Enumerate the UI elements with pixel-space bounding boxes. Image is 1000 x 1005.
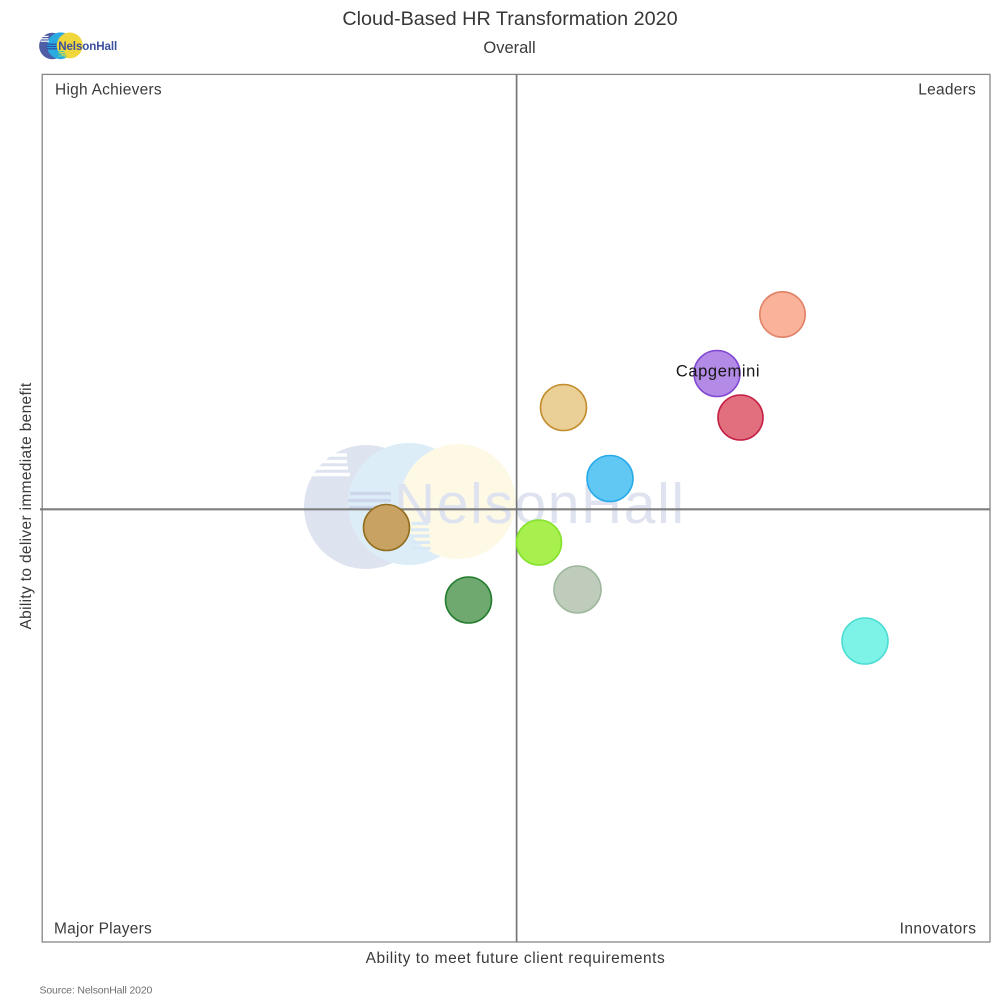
svg-text:Capgemini: Capgemini <box>676 363 760 381</box>
svg-text:Cloud-Based HR Transformation: Cloud-Based HR Transformation 2020 <box>342 8 677 30</box>
svg-text:Major Players: Major Players <box>54 921 152 938</box>
svg-text:Ability to meet future client: Ability to meet future client requiremen… <box>366 950 666 967</box>
svg-text:Source: NelsonHall 2020: Source: NelsonHall 2020 <box>40 985 153 997</box>
svg-text:Ability to deliver immediate b: Ability to deliver immediate benefit <box>18 382 35 629</box>
svg-text:High Achievers: High Achievers <box>55 82 162 99</box>
svg-text:Overall: Overall <box>483 39 535 57</box>
svg-text:Leaders: Leaders <box>918 82 976 99</box>
svg-text:NelsonHall: NelsonHall <box>58 40 117 53</box>
svg-text:Innovators: Innovators <box>900 921 977 938</box>
